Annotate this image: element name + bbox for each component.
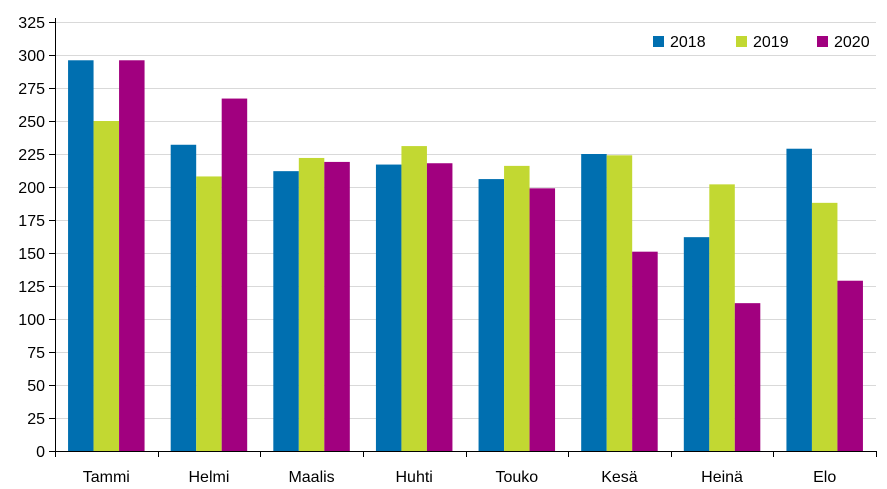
bars: [68, 60, 863, 452]
bar-2020-touko: [529, 188, 556, 451]
bar-2020-helmi: [221, 98, 248, 451]
bar-2018-touko: [478, 179, 505, 451]
bar-2020-tammi: [119, 60, 145, 451]
bar-2020-elo: [837, 280, 863, 451]
y-tick-label: 0: [36, 444, 45, 461]
y-tick-label: 100: [18, 312, 45, 329]
bar-2020-heinä: [734, 303, 761, 451]
y-tick-label: 325: [18, 15, 45, 32]
bar-2018-elo: [786, 148, 812, 451]
y-tick-label: 50: [27, 378, 45, 395]
bar-2019-touko: [504, 165, 530, 451]
y-tick-label: 300: [18, 48, 45, 65]
bar-2018-kesä: [581, 154, 607, 451]
x-tick-label: Tammi: [83, 469, 130, 484]
legend-swatch-2020: [817, 36, 828, 47]
bar-2019-tammi: [93, 121, 120, 451]
bar-2019-helmi: [196, 176, 222, 451]
bar-2019-kesä: [606, 155, 633, 451]
x-tick-label: Helmi: [188, 469, 229, 484]
legend-label-2019: 2019: [753, 34, 789, 51]
y-tick-label: 150: [18, 246, 45, 263]
bar-2020-kesä: [632, 251, 658, 451]
y-tick-label: 275: [18, 81, 45, 98]
y-tick-label: 25: [27, 411, 45, 428]
legend-label-2018: 2018: [670, 34, 706, 51]
y-tick-label: 225: [18, 147, 45, 164]
y-tick-label: 75: [27, 345, 45, 362]
bar-2018-tammi: [68, 60, 94, 451]
bar-2018-helmi: [170, 144, 197, 451]
y-tick-label: 200: [18, 180, 45, 197]
bar-2018-huhti: [375, 164, 402, 451]
legend-label-2020: 2020: [834, 34, 870, 51]
x-tick-label: Touko: [495, 469, 538, 484]
bar-2018-heinä: [683, 237, 710, 451]
bar-2019-elo: [811, 202, 838, 451]
y-tick-label: 175: [18, 213, 45, 230]
bar-2019-heinä: [709, 184, 735, 452]
legend: 2018 2019 2020: [653, 34, 870, 51]
x-tick-label: Huhti: [396, 469, 433, 484]
bar-2018-maalis: [273, 171, 299, 451]
bar-2020-maalis: [324, 161, 350, 452]
x-tick-label: Kesä: [601, 469, 638, 484]
y-tick-label: 250: [18, 114, 45, 131]
axes: 0 25 50 75 100 125 150 175 200 225 250 275 300 325 Tam…: [18, 15, 877, 486]
legend-swatch-2019: [736, 36, 747, 47]
x-tick-label: Heinä: [701, 469, 743, 484]
bar-2019-maalis: [298, 157, 325, 451]
y-tick-label: 125: [18, 279, 45, 296]
bar-2020-huhti: [426, 163, 453, 452]
bar-2019-huhti: [401, 146, 427, 451]
legend-swatch-2018: [653, 36, 664, 47]
x-tick-label: Maalis: [288, 469, 334, 484]
x-tick-label: Elo: [813, 469, 836, 484]
